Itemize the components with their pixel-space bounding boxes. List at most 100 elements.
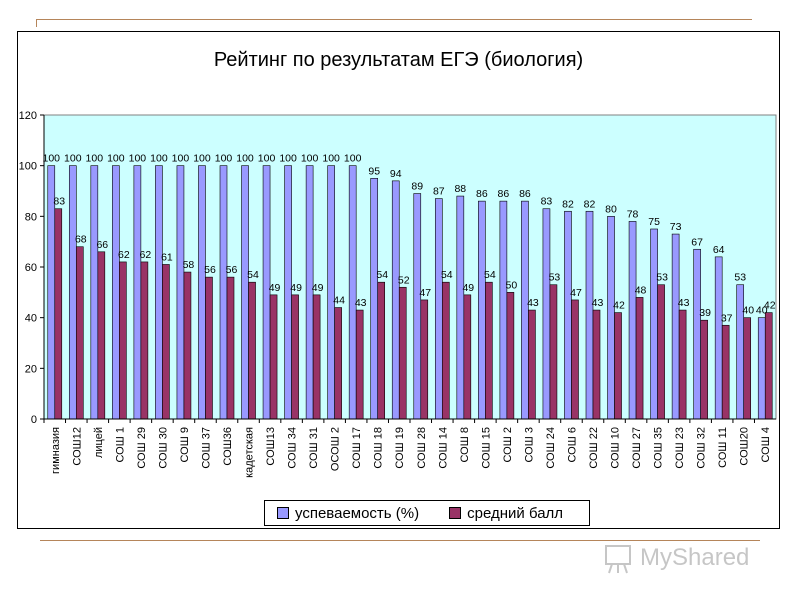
bar-success <box>155 165 163 420</box>
data-label-success: 67 <box>691 236 703 248</box>
bar-success <box>564 210 572 420</box>
x-tick-label: гимназия <box>50 427 62 474</box>
watermark-logo: MyShared <box>604 536 764 580</box>
bar-average <box>506 292 515 420</box>
data-label-success: 89 <box>411 181 423 193</box>
bar-success <box>521 200 529 420</box>
bar-success <box>671 233 680 420</box>
x-tick-label: СОШ 19 <box>394 427 406 469</box>
bar-average <box>75 246 84 420</box>
bar-average <box>592 309 601 420</box>
bar-success <box>391 180 400 420</box>
bar-success <box>90 165 99 420</box>
bar-success <box>241 165 249 420</box>
data-label-average: 47 <box>419 287 431 299</box>
data-label-average: 42 <box>764 300 776 312</box>
bar-average <box>140 261 149 420</box>
data-label-average: 43 <box>678 297 690 309</box>
data-label-average: 49 <box>290 282 302 294</box>
data-label-success: 80 <box>605 203 617 215</box>
data-label-success: 100 <box>42 153 60 165</box>
x-tick-label: СОШ 2 <box>502 427 514 463</box>
legend-item-average: средний балл <box>449 505 563 522</box>
data-label-average: 39 <box>699 307 711 319</box>
bar-success <box>757 317 766 420</box>
x-tick-label: СОШ 32 <box>696 427 708 469</box>
bar-average <box>657 284 665 420</box>
y-tick-label: 100 <box>19 161 37 173</box>
x-tick-label: СОШ13 <box>265 427 277 466</box>
data-label-success: 100 <box>322 153 340 165</box>
data-label-success: 40 <box>756 305 768 317</box>
data-label-success: 87 <box>433 186 445 198</box>
data-label-average: 68 <box>75 234 87 246</box>
data-label-success: 100 <box>86 153 104 165</box>
data-label-average: 62 <box>140 249 152 261</box>
legend-item-success: успеваемость (%) <box>277 505 419 522</box>
x-tick-label: СОШ 37 <box>200 427 212 469</box>
data-label-success: 100 <box>279 153 297 165</box>
data-label-success: 100 <box>129 153 147 165</box>
bar-average <box>463 294 472 420</box>
bar-average <box>205 276 213 420</box>
x-tick-label: СОШ 30 <box>157 427 169 469</box>
data-label-average: 61 <box>161 251 173 263</box>
x-tick-label: СОШ 22 <box>588 427 600 469</box>
data-label-average: 54 <box>441 269 453 281</box>
bar-success <box>542 208 551 420</box>
data-label-average: 43 <box>355 297 367 309</box>
data-label-success: 100 <box>172 153 190 165</box>
data-label-success: 82 <box>562 198 574 210</box>
bar-success <box>219 165 228 420</box>
bar-average <box>571 299 579 420</box>
legend-swatch-average <box>449 507 462 519</box>
data-label-average: 43 <box>592 297 604 309</box>
data-label-average: 54 <box>484 269 496 281</box>
x-tick-label: лицей <box>93 427 105 458</box>
bar-average <box>635 297 644 420</box>
presentation-board-icon <box>605 545 631 574</box>
legend: успеваемость (%) средний балл <box>264 500 590 526</box>
bar-average <box>312 294 321 420</box>
data-label-success: 53 <box>734 272 746 284</box>
data-label-success: 95 <box>368 165 380 177</box>
bar-average <box>269 294 278 420</box>
data-label-success: 86 <box>498 188 510 200</box>
data-label-average: 53 <box>656 272 668 284</box>
bar-success <box>456 195 465 420</box>
data-label-success: 100 <box>236 153 254 165</box>
data-label-success: 73 <box>670 221 682 233</box>
x-tick-label: СОШ 14 <box>437 427 449 469</box>
bar-success <box>198 165 206 420</box>
bar-average <box>700 319 708 420</box>
x-tick-label: СОШ 10 <box>610 427 622 469</box>
data-label-average: 42 <box>613 300 625 312</box>
bar-success <box>434 198 443 420</box>
data-label-average: 58 <box>183 259 195 271</box>
x-tick-label: СОШ 24 <box>545 427 557 469</box>
x-tick-label: СОШ12 <box>71 427 83 466</box>
data-label-average: 54 <box>247 269 259 281</box>
data-label-average: 56 <box>226 264 238 276</box>
x-tick-label: СОШ 31 <box>308 427 320 469</box>
data-label-success: 86 <box>476 188 488 200</box>
data-label-average: 44 <box>333 295 345 307</box>
y-tick-label: 120 <box>19 110 37 122</box>
data-label-success: 100 <box>301 153 319 165</box>
data-label-success: 64 <box>713 244 725 256</box>
bar-success <box>133 165 142 420</box>
bar-average <box>248 281 256 420</box>
y-tick-label: 60 <box>25 262 37 274</box>
bar-average <box>97 251 106 420</box>
bar-average <box>377 281 386 420</box>
bar-average <box>398 286 407 420</box>
data-label-average: 40 <box>742 305 754 317</box>
bar-success <box>585 210 594 420</box>
x-tick-label: СОШ 28 <box>416 427 428 469</box>
data-label-average: 66 <box>96 239 108 251</box>
watermark-text: MyShared <box>640 544 750 571</box>
y-tick-label: 20 <box>25 363 37 375</box>
bar-success <box>650 228 658 420</box>
data-label-success: 83 <box>541 196 553 208</box>
data-label-success: 82 <box>584 198 596 210</box>
